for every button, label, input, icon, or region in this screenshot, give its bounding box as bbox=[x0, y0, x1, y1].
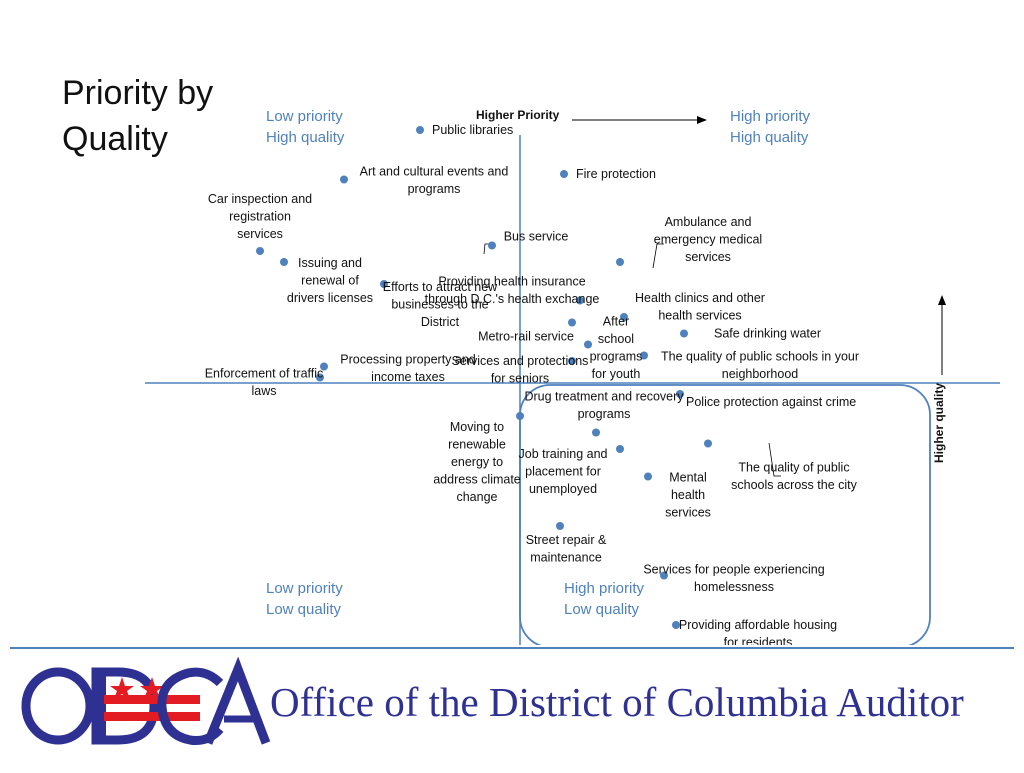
leader-line-ambulance bbox=[652, 243, 664, 269]
data-point bbox=[592, 428, 600, 437]
odca-logo bbox=[21, 656, 271, 745]
data-points bbox=[256, 126, 712, 629]
page-title: Priority by Quality bbox=[62, 74, 214, 158]
y-axis-label: Higher quality bbox=[932, 383, 946, 463]
data-label: After school programs for youth bbox=[590, 315, 643, 382]
data-point bbox=[320, 362, 328, 371]
quadrant-label-top-right: High priority High quality bbox=[730, 108, 814, 146]
data-label: Art and cultural events and programs bbox=[360, 165, 509, 197]
data-point bbox=[620, 313, 628, 321]
data-label: Providing health insurance through D.C.'s… bbox=[425, 275, 600, 307]
data-point bbox=[568, 357, 576, 365]
data-label: Safe drinking water bbox=[714, 327, 821, 341]
data-label: Police protection against crime bbox=[686, 395, 856, 409]
data-point bbox=[316, 373, 324, 382]
data-label: Health clinics and other health services bbox=[635, 291, 765, 323]
leader-line-public-schools-city bbox=[768, 442, 781, 477]
data-label: Fire protection bbox=[576, 167, 656, 181]
data-point bbox=[640, 351, 648, 360]
data-label: Mental health services bbox=[665, 471, 711, 520]
data-point bbox=[616, 258, 624, 266]
data-label: Moving to renewable energy to address clima… bbox=[433, 420, 521, 504]
org-name: Office of the District of Columbia Audit… bbox=[270, 679, 964, 725]
data-point bbox=[416, 126, 424, 134]
data-label: Bus service bbox=[504, 230, 569, 244]
data-point bbox=[516, 412, 524, 420]
data-label: Issuing and renewal of drivers licenses bbox=[287, 256, 373, 305]
x-axis-label: Higher Priority bbox=[476, 108, 560, 122]
quadrant-label-bottom-left: Low priority Low quality bbox=[266, 580, 347, 618]
data-label: Providing affordable housing for resident… bbox=[679, 618, 837, 645]
data-label: Public libraries bbox=[432, 123, 513, 137]
data-point bbox=[256, 247, 264, 255]
data-point bbox=[556, 522, 564, 530]
data-point bbox=[488, 241, 496, 250]
footer-graphics bbox=[10, 647, 1014, 745]
data-label: Metro-rail service bbox=[478, 330, 574, 344]
data-point bbox=[644, 472, 652, 481]
data-label: Street repair & maintenance bbox=[526, 533, 607, 565]
data-point bbox=[576, 296, 584, 305]
data-label: Services and protections for seniors bbox=[452, 354, 589, 386]
data-label: The quality of public schools in your nei… bbox=[661, 350, 859, 382]
data-point bbox=[704, 439, 712, 448]
data-point bbox=[568, 318, 576, 327]
footer bbox=[0, 645, 1024, 768]
data-point bbox=[660, 571, 668, 580]
data-label: Ambulance and emergency medical services bbox=[654, 215, 762, 264]
quadrant-label-bottom-right: High priority Low quality bbox=[564, 580, 648, 618]
data-point bbox=[380, 280, 388, 288]
data-label: Processing property and income taxes bbox=[340, 353, 476, 385]
data-point bbox=[680, 329, 688, 338]
data-point bbox=[672, 621, 680, 629]
data-point bbox=[560, 170, 568, 178]
data-point bbox=[280, 258, 288, 266]
quadrant-label-top-left: Low priority High quality bbox=[266, 108, 347, 146]
data-label: Drug treatment and recovery programs bbox=[524, 390, 684, 422]
data-point bbox=[340, 175, 348, 184]
data-label: Enforcement of traffic laws bbox=[205, 367, 324, 399]
data-label: Efforts to attract new businesses to the D… bbox=[383, 280, 498, 329]
data-label: Car inspection and registration services bbox=[208, 192, 312, 241]
priority-quality-scatter: Low priority High quality High priority … bbox=[145, 108, 1000, 645]
data-label: The quality of public schools across the … bbox=[731, 461, 857, 493]
data-label: Services for people experiencing homeless… bbox=[643, 563, 824, 595]
focus-quadrant-box bbox=[519, 384, 931, 645]
data-point bbox=[584, 340, 592, 349]
data-label: Job training and placement for unemployed bbox=[519, 447, 608, 496]
data-point bbox=[676, 390, 684, 398]
data-point bbox=[616, 445, 624, 453]
data-labels: Public libraries Art and cultural events … bbox=[205, 123, 859, 645]
